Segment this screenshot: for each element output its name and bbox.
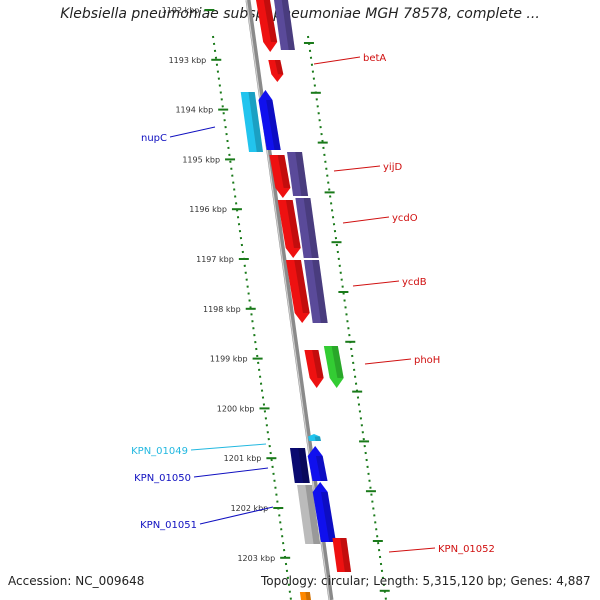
gene-label-yijD[interactable]: yijD xyxy=(383,162,402,173)
gene-orange-bot[interactable] xyxy=(299,592,311,600)
leader-line xyxy=(342,216,390,224)
gene-ycdO-b[interactable] xyxy=(295,198,319,258)
gene-betA[interactable] xyxy=(268,60,284,82)
gene-phoH-b[interactable] xyxy=(323,346,344,388)
gene-label-KPN_01050[interactable]: KPN_01050 xyxy=(134,473,191,484)
gene-blue-top-shade xyxy=(281,0,295,50)
gene-ycdO-a-shade xyxy=(285,200,301,248)
gene-yijD-b-shade xyxy=(295,152,309,196)
gene-blue-top[interactable] xyxy=(274,0,295,50)
gene-KPN_01050-b-shade xyxy=(315,456,328,481)
leader-line xyxy=(193,467,269,478)
gene-KPN_01049-shade xyxy=(314,436,322,441)
gene-label-phoH[interactable]: phoH xyxy=(414,355,440,366)
gene-KPN_01050-a-shade xyxy=(298,448,310,483)
kbp-tick-label: 1200 kbp xyxy=(217,404,255,413)
gene-labels: betA nupC yijD ycdO ycdB phoH KPN_01049 … xyxy=(131,53,495,555)
gene-label-nupC[interactable]: nupC xyxy=(141,133,167,144)
gene-nupC-a-shade xyxy=(248,92,264,152)
leader-line xyxy=(313,56,361,65)
gene-red-top-shade xyxy=(263,0,278,42)
kbp-tick-label: 1194 kbp xyxy=(175,106,213,115)
gene-label-ycdO[interactable]: ycdO xyxy=(392,213,418,224)
gene-phoH-a[interactable] xyxy=(304,350,324,388)
gene-nupC-a[interactable] xyxy=(240,92,264,152)
gene-ycdB-b[interactable] xyxy=(303,260,328,323)
gene-ycdB-a-shade xyxy=(294,260,310,313)
gene-KPN_01051-b-shade xyxy=(320,492,336,542)
kbp-scale: 1192 kbp 1193 kbp 1194 kbp 1195 kbp 1196… xyxy=(162,6,390,592)
gene-phoH-b-shade xyxy=(331,346,344,378)
accession-text: Accession: NC_009648 xyxy=(8,574,145,588)
leader-line xyxy=(333,165,381,172)
gene-ycdO-b-shade xyxy=(303,198,319,258)
gene-nupC-b-shade xyxy=(266,100,281,150)
gene-label-KPN_01049[interactable]: KPN_01049 xyxy=(131,446,188,457)
gene-KPN_01049[interactable] xyxy=(308,434,322,441)
leader-line xyxy=(190,443,267,451)
gene-ycdB-b-shade xyxy=(312,260,328,323)
kbp-tick-label: 1195 kbp xyxy=(182,155,220,164)
kbp-tick-label: 1198 kbp xyxy=(203,305,241,314)
gene-label-KPN_01051[interactable]: KPN_01051 xyxy=(140,520,197,531)
gene-yijD-a[interactable] xyxy=(269,155,291,198)
leader-line xyxy=(169,126,216,138)
kbp-tick-label: 1192 kbp xyxy=(162,6,200,15)
kbp-tick-label: 1203 kbp xyxy=(237,554,275,563)
gene-KPN_01050-b[interactable] xyxy=(307,446,328,481)
gene-nupC-b[interactable] xyxy=(258,90,281,150)
gene-orange-bot-shade xyxy=(305,592,311,600)
leader-line xyxy=(388,547,436,553)
kbp-tick-label: 1201 kbp xyxy=(224,454,262,463)
leader-line xyxy=(364,358,412,365)
kbp-tick-label: 1199 kbp xyxy=(210,355,248,364)
gene-KPN_01050-a[interactable] xyxy=(289,448,310,483)
kbp-tick-label: 1202 kbp xyxy=(231,504,269,513)
kbp-tick-label: 1197 kbp xyxy=(196,255,234,264)
gene-betA-shade xyxy=(274,60,284,75)
gene-KPN_01051-b[interactable] xyxy=(312,482,336,542)
gene-ycdB-a[interactable] xyxy=(285,260,310,323)
gene-KPN_01052-shade xyxy=(340,538,352,572)
gene-KPN_01051-a[interactable] xyxy=(297,485,321,544)
leader-line xyxy=(352,280,400,287)
gene-KPN_01052[interactable] xyxy=(332,538,352,572)
gene-red-top[interactable] xyxy=(256,0,278,52)
gene-yijD-b[interactable] xyxy=(287,152,309,196)
kbp-tick-label: 1196 kbp xyxy=(189,205,227,214)
genome-summary: Topology: circular; Length: 5,315,120 bp… xyxy=(261,574,591,588)
leader-line xyxy=(199,506,274,525)
gene-features[interactable] xyxy=(240,0,352,600)
page-title: Klebsiella pneumoniae subsp. pneumoniae … xyxy=(60,6,540,22)
gene-phoH-a-shade xyxy=(312,350,324,378)
gene-label-betA[interactable]: betA xyxy=(363,53,386,64)
kbp-tick-label: 1193 kbp xyxy=(169,56,207,65)
gene-KPN_01051-a-shade xyxy=(305,485,321,544)
gene-label-ycdB[interactable]: ycdB xyxy=(402,277,427,288)
gene-ycdO-a[interactable] xyxy=(277,200,301,258)
gene-label-KPN_01052[interactable]: KPN_01052 xyxy=(438,544,495,555)
gene-yijD-a-shade xyxy=(277,155,291,188)
